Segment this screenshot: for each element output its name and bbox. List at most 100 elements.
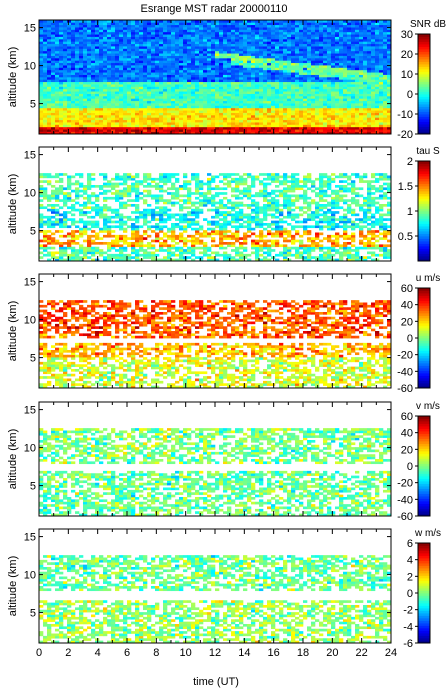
heatmap-cell [183, 29, 188, 33]
heatmap-cell [271, 124, 276, 128]
heatmap-cell [39, 189, 44, 193]
heatmap-cell [359, 60, 364, 64]
heatmap-cell [75, 93, 80, 97]
heatmap-cell [67, 206, 72, 210]
heatmap-cell [331, 91, 336, 94]
heatmap-cell [303, 81, 308, 85]
heatmap-cell [263, 96, 268, 99]
heatmap-cell [235, 65, 240, 68]
heatmap-cell [91, 110, 96, 113]
heatmap-cell [59, 115, 64, 118]
heatmap-cell [55, 124, 60, 128]
heatmap-cell [83, 225, 88, 229]
heatmap-cell [135, 96, 140, 99]
heatmap-cell [139, 131, 144, 135]
heatmap-cell [271, 43, 276, 47]
heatmap-cell [363, 58, 368, 61]
heatmap-cell [159, 84, 164, 87]
heatmap-cell [75, 112, 80, 116]
heatmap-cell [135, 98, 140, 102]
heatmap-cell [251, 115, 256, 118]
heatmap-cell [335, 91, 340, 94]
heatmap-cell [375, 55, 380, 59]
heatmap-cell [367, 72, 372, 75]
heatmap-cell [67, 77, 72, 80]
heatmap-cell [239, 119, 244, 123]
colorbar-segment [418, 51, 430, 55]
heatmap-cell [319, 39, 324, 42]
heatmap-cell [183, 115, 188, 118]
heatmap-cell [159, 22, 164, 26]
heatmap-cell [47, 50, 52, 54]
heatmap-cell [239, 126, 244, 130]
heatmap-cell [347, 112, 352, 116]
heatmap-cell [327, 74, 332, 78]
heatmap-cell [87, 69, 92, 73]
heatmap-cell [127, 58, 132, 61]
heatmap-cell [55, 213, 60, 217]
heatmap-cell [55, 62, 60, 66]
heatmap-cell [51, 189, 56, 193]
heatmap-cell [331, 22, 336, 26]
heatmap-cell [99, 55, 104, 59]
heatmap-cell [51, 225, 56, 229]
heatmap-cell [227, 72, 232, 75]
heatmap-cell [111, 185, 116, 188]
heatmap-cell [323, 60, 328, 64]
heatmap-cell [311, 48, 316, 52]
heatmap-cell [151, 39, 156, 42]
heatmap-cell [251, 107, 256, 111]
heatmap-cell [359, 100, 364, 104]
heatmap-cell [259, 131, 264, 135]
heatmap-cell [203, 39, 208, 42]
heatmap-cell [351, 115, 356, 118]
heatmap-cell [207, 69, 212, 73]
heatmap-cell [327, 50, 332, 54]
heatmap-cell [63, 100, 68, 104]
heatmap-cell [79, 115, 84, 118]
heatmap-cell [175, 22, 180, 26]
heatmap-cell [235, 60, 240, 64]
heatmap-cell [87, 175, 92, 179]
colorbar-segment [418, 39, 430, 42]
heatmap-cell [255, 100, 260, 104]
heatmap-cell [91, 126, 96, 130]
heatmap-cell [111, 126, 116, 130]
heatmap-cell [199, 58, 204, 61]
heatmap-cell [71, 251, 76, 255]
heatmap-cell [335, 96, 340, 99]
heatmap-cell [55, 204, 60, 207]
heatmap-cell [83, 211, 88, 214]
heatmap-cell [111, 187, 116, 191]
heatmap-cell [383, 107, 388, 111]
heatmap-cell [311, 22, 316, 26]
heatmap-cell [283, 22, 288, 26]
heatmap-cell [327, 117, 332, 121]
heatmap-cell [359, 36, 364, 40]
heatmap-cell [95, 112, 100, 116]
heatmap-cell [87, 79, 92, 83]
heatmap-cell [291, 20, 296, 23]
heatmap-cell [83, 55, 88, 59]
heatmap-cell [151, 117, 156, 121]
heatmap-cell [59, 39, 64, 42]
heatmap-cell [247, 67, 252, 71]
heatmap-cell [115, 65, 120, 68]
heatmap-cell [79, 251, 84, 255]
heatmap-cell [343, 81, 348, 85]
heatmap-cell [75, 58, 80, 61]
heatmap-cell [379, 122, 384, 125]
heatmap-cell [183, 31, 188, 35]
heatmap-cell [223, 117, 228, 121]
heatmap-cell [355, 96, 360, 99]
heatmap-cell [311, 100, 316, 104]
heatmap-cell [119, 225, 124, 229]
heatmap-cell [195, 84, 200, 87]
heatmap-cell [331, 129, 336, 132]
heatmap-cell [131, 39, 136, 42]
heatmap-cell [43, 88, 48, 92]
heatmap-cell [227, 43, 232, 47]
heatmap-cell [111, 69, 116, 73]
heatmap-cell [199, 24, 204, 28]
heatmap-cell [155, 103, 160, 106]
